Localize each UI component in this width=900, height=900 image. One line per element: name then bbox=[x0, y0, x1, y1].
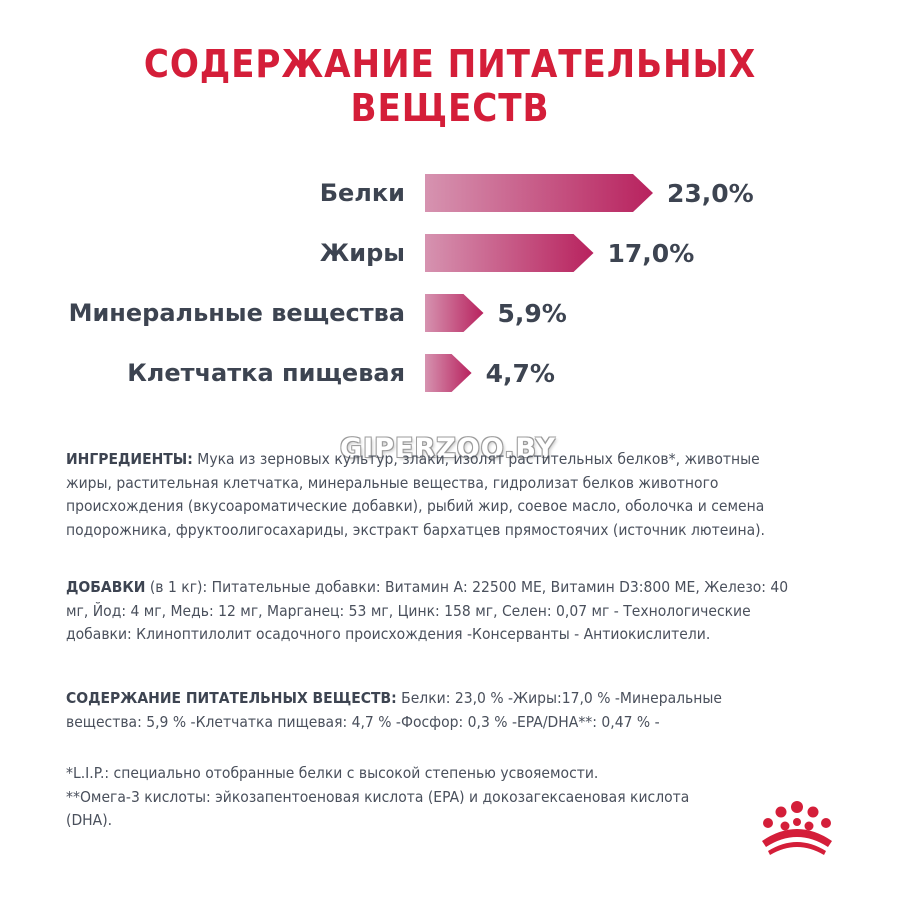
bar-3 bbox=[425, 294, 484, 332]
bar-1 bbox=[425, 174, 653, 212]
bar-label-3: Минеральные вещества bbox=[69, 299, 405, 327]
ingredients-section: ИНГРЕДИЕНТЫ: Мука из зерновых культур, з… bbox=[66, 448, 801, 542]
bar-value-1: 23,0% bbox=[667, 179, 754, 208]
bar-label-1: Белки bbox=[320, 179, 405, 207]
royal-crown-icon bbox=[762, 801, 832, 855]
ingredients-heading: ИНГРЕДИЕНТЫ: bbox=[66, 450, 193, 468]
additives-heading: ДОБАВКИ bbox=[66, 578, 146, 596]
bar-label-2: Жиры bbox=[320, 239, 405, 267]
additives-text: Питательные добавки: Витамин А: 22500 МЕ… bbox=[66, 578, 789, 643]
footnote-lip: *L.I.P.: специально отобранные белки с в… bbox=[66, 764, 599, 782]
additives-subheading: (в 1 кг): bbox=[145, 578, 208, 596]
page-title: СОДЕРЖАНИЕ ПИТАТЕЛЬНЫХ ВЕЩЕСТВ bbox=[143, 42, 757, 130]
footnote-omega: **Омега-3 кислоты: эйкозапентоеновая кис… bbox=[66, 787, 690, 830]
watermark: GIPERZOO.BY bbox=[340, 433, 557, 464]
additives-section: ДОБАВКИ (в 1 кг): Питательные добавки: В… bbox=[66, 576, 801, 647]
nutrients-text: Белки: 23,0 % -Жиры:17,0 % -Минеральные … bbox=[66, 689, 722, 731]
nutrients-section: СОДЕРЖАНИЕ ПИТАТЕЛЬНЫХ ВЕЩЕСТВ: Белки: 2… bbox=[66, 687, 801, 734]
bar-value-2: 17,0% bbox=[608, 239, 695, 268]
bar-2 bbox=[425, 234, 594, 272]
bar-label-4: Клетчатка пищевая bbox=[127, 359, 405, 387]
bar-value-4: 4,7% bbox=[486, 359, 555, 388]
bar-value-3: 5,9% bbox=[497, 299, 566, 328]
nutrient-bar-chart: Белки 23,0% Жиры 17,0% Минеральные вещества 5… bbox=[69, 174, 754, 392]
ingredients-text: Мука из зерновых культур, злаки, изолят … bbox=[66, 450, 765, 539]
footnotes-section: *L.I.P.: специально отобранные белки с в… bbox=[66, 762, 708, 833]
bar-4 bbox=[425, 354, 472, 392]
nutrients-heading: СОДЕРЖАНИЕ ПИТАТЕЛЬНЫХ ВЕЩЕСТВ: bbox=[66, 689, 397, 707]
